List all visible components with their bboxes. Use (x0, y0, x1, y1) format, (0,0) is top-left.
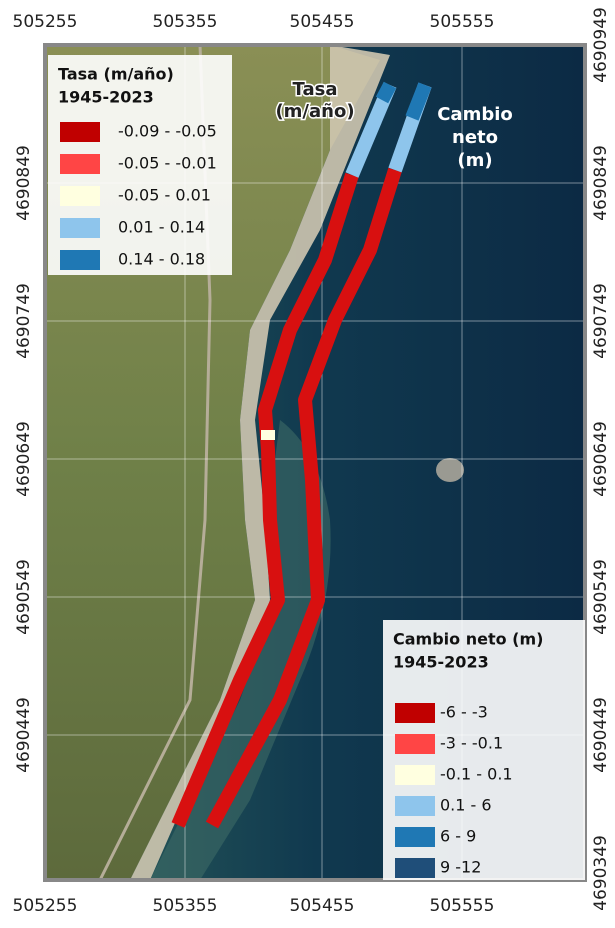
x-coord-bottom: 505355 (153, 896, 218, 916)
legend: Cambio neto (m) 1945-2023 -6 - -3 -3 - -0.1… (383, 620, 585, 880)
map-frame (43, 43, 587, 882)
legend-swatch (60, 186, 100, 206)
x-coord-top: 505355 (153, 12, 218, 32)
y-coord-right: 4690849 (591, 145, 611, 221)
x-coord-top: 505555 (430, 12, 495, 32)
cambio-label: Cambio (437, 104, 513, 125)
legend-label: -0.1 - 0.1 (440, 765, 513, 784)
legend-swatch (60, 250, 100, 270)
legend-label: -6 - -3 (440, 703, 488, 722)
legend-label: -0.05 - 0.01 (118, 186, 211, 205)
legend-label: 9 -12 (440, 858, 481, 877)
y-coord-left: 4690449 (14, 697, 34, 773)
x-coord-bottom: 505255 (13, 896, 78, 916)
y-coord-left: 4690549 (14, 559, 34, 635)
legend-label: -3 - -0.1 (440, 734, 503, 753)
y-coord-right: 4690949 (591, 7, 611, 83)
legend-swatch (395, 827, 435, 847)
y-coord-right: 4690349 (591, 835, 611, 911)
legend-swatch (60, 218, 100, 238)
legend-label: 0.14 - 0.18 (118, 250, 205, 269)
cambio-label: (m) (457, 150, 492, 171)
legend-swatch (395, 703, 435, 723)
legend: Tasa (m/año) 1945-2023 -0.09 - -0.05 -0.05 … (48, 55, 232, 275)
legend-swatch (395, 858, 435, 878)
transects (171, 81, 432, 829)
legend-period: 1945-2023 (58, 88, 154, 107)
y-coord-right: 4690549 (591, 559, 611, 635)
x-coord-bottom: 505455 (290, 896, 355, 916)
legend-label: 0.1 - 6 (440, 796, 492, 815)
legend-title: Tasa (m/año) (58, 65, 174, 84)
x-coord-top: 505255 (13, 12, 78, 32)
y-coord-left: 4690749 (14, 283, 34, 359)
legend-label: 6 - 9 (440, 827, 476, 846)
legend-swatch (395, 765, 435, 785)
tasa-label: Tasa (293, 79, 338, 100)
legends: Tasa (m/año) 1945-2023 -0.09 - -0.05 -0.05 … (48, 55, 585, 880)
legend-label: 0.01 - 0.14 (118, 218, 205, 237)
y-coord-right: 4690749 (591, 283, 611, 359)
legend-label: -0.09 - -0.05 (118, 122, 217, 141)
y-coord-left: 4690649 (14, 421, 34, 497)
y-coord-left: 4690849 (14, 145, 34, 221)
legend-title: Cambio neto (m) (393, 630, 543, 649)
x-coord-top: 505455 (290, 12, 355, 32)
y-coord-right: 4690449 (591, 697, 611, 773)
tasa-label: (m/año) (275, 101, 354, 122)
cambio-label: neto (452, 127, 498, 148)
legend-swatch (60, 154, 100, 174)
legend-swatch (395, 734, 435, 754)
legend-label: -0.05 - -0.01 (118, 154, 217, 173)
y-coord-right: 4690649 (591, 421, 611, 497)
legend-swatch (395, 796, 435, 816)
legend-swatch (60, 122, 100, 142)
x-coord-bottom: 505555 (430, 896, 495, 916)
legend-period: 1945-2023 (393, 653, 489, 672)
coordinates: 505255 505255 505355 505355 505455 505455 5055… (13, 7, 611, 916)
